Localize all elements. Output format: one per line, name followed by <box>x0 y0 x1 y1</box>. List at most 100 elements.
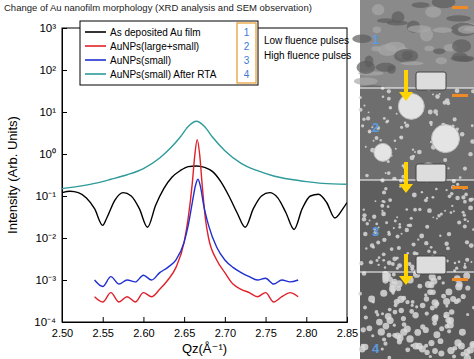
sem-particle <box>397 246 401 250</box>
sem-particle <box>408 223 412 227</box>
sem-particle <box>394 219 397 222</box>
sem-particle <box>471 124 474 127</box>
sem-particle <box>378 328 385 335</box>
sem-particle <box>364 315 368 319</box>
tick-mark <box>347 317 348 322</box>
tick: 10⁻⁴ <box>34 316 67 328</box>
legend-swatch <box>85 45 106 47</box>
sem-texture <box>378 44 398 56</box>
sem-particle <box>365 174 369 178</box>
tick-mark <box>103 317 104 322</box>
sem-particle <box>424 241 428 245</box>
sem-particle <box>464 193 468 197</box>
sem-texture <box>433 48 445 54</box>
sem-particle <box>446 246 450 250</box>
annotation: Low fluence pulses <box>264 35 349 46</box>
sem-particle <box>382 95 385 98</box>
sem-texture <box>411 2 429 8</box>
sem-particle <box>417 284 422 289</box>
sem-particle <box>393 324 396 327</box>
sem-particle <box>382 337 386 341</box>
tick-label: 2.60 <box>133 327 154 339</box>
sem-particle <box>449 309 454 314</box>
sem-particle <box>412 342 419 349</box>
sem-particle <box>465 240 469 244</box>
sem-particle <box>363 306 367 310</box>
legend-number: 3 <box>244 55 250 66</box>
tick-label: 10⁻⁴ <box>34 316 56 328</box>
tick-label: 10¹ <box>39 106 56 118</box>
sem-particle <box>363 232 368 237</box>
arrow-shaft <box>404 254 408 276</box>
sem-particle <box>371 334 374 337</box>
sem-particle <box>382 238 386 242</box>
sem-particle <box>382 252 386 256</box>
axis-line <box>63 29 68 323</box>
tick-mark <box>266 317 267 322</box>
sem-particle <box>427 208 432 213</box>
sem-particle <box>381 348 384 351</box>
tick-mark <box>62 196 67 197</box>
tick: 10⁻² <box>35 232 67 244</box>
sem-particle <box>385 172 387 174</box>
tick-mark <box>62 280 67 281</box>
sem-particle <box>412 149 414 151</box>
sem-particle <box>428 110 433 115</box>
sem-particle <box>446 101 450 105</box>
legend-label: AuNPs(large+small) <box>110 41 199 52</box>
sem-particle <box>427 250 430 253</box>
arrow-shaft <box>404 70 408 92</box>
tick-label: 10⁻³ <box>35 274 56 286</box>
legend-number-box <box>237 23 256 83</box>
sem-particle <box>469 341 474 348</box>
tick: 2.55 <box>93 317 114 339</box>
sem-particle <box>398 226 401 229</box>
panel-label: 1 <box>372 32 379 47</box>
sem-particle <box>394 332 401 339</box>
sem-particle <box>366 116 370 120</box>
series-line <box>62 166 347 229</box>
sem-particle <box>380 290 387 297</box>
sem-particle <box>445 189 447 191</box>
tick: 2.65 <box>174 317 195 339</box>
sem-particle <box>458 261 461 264</box>
sem-particle <box>404 121 407 124</box>
sem-particle <box>387 260 392 265</box>
series-line <box>62 121 347 188</box>
sem-particle <box>395 148 397 150</box>
sem-particle <box>411 304 414 307</box>
sem-particle <box>393 310 398 315</box>
series-line <box>95 179 299 286</box>
sem-texture <box>387 21 408 26</box>
chart: Change of Au nanofilm morphology (XRD an… <box>0 0 474 359</box>
sem-particle <box>398 223 401 226</box>
sem-particle <box>415 305 418 308</box>
sem-particle <box>445 288 452 295</box>
sem-texture <box>432 27 453 33</box>
sem-particle <box>437 276 441 280</box>
plot-area <box>62 121 347 302</box>
sem-particle <box>432 216 434 218</box>
sem-particle <box>429 273 436 280</box>
sem-particle <box>392 273 396 277</box>
sem-particle <box>369 260 373 264</box>
sem-particle <box>399 179 403 183</box>
sem-particle <box>362 213 366 217</box>
sem-particle <box>368 131 371 134</box>
sem-particle <box>448 195 452 199</box>
sem-particle <box>397 263 402 268</box>
sem-particle <box>429 121 433 125</box>
tick-label: 2.70 <box>215 327 236 339</box>
tick: 10⁻³ <box>35 274 67 286</box>
sem-texture <box>425 6 441 17</box>
sem-particle <box>455 196 460 201</box>
sem-particle <box>427 289 433 295</box>
sem-particle <box>405 228 409 232</box>
sem-particle <box>380 204 384 208</box>
sem-particle <box>389 285 396 292</box>
sem-particle <box>428 340 434 346</box>
sem-particle <box>450 296 456 302</box>
sem-particle <box>385 221 388 224</box>
sem-particle <box>386 119 389 122</box>
sem-particle <box>444 210 446 212</box>
